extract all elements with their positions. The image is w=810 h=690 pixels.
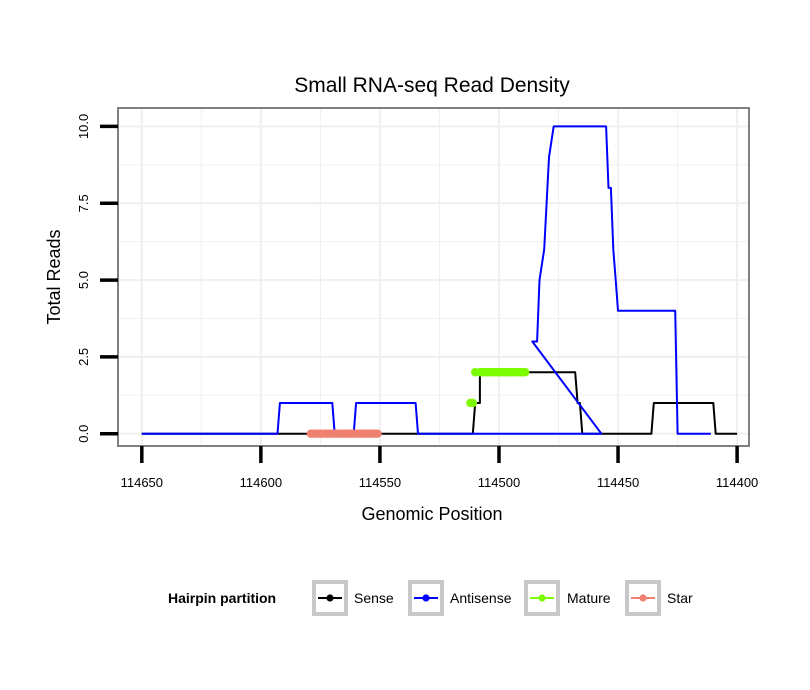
series-line-antisense (141, 125, 711, 435)
point-mature (468, 398, 477, 408)
legend-key-star: Star (625, 580, 693, 616)
chart-title: Small RNA-seq Read Density (294, 74, 570, 97)
x-axis-label: Genomic Position (361, 504, 502, 524)
legend-label: Sense (354, 590, 394, 606)
legend-label: Star (667, 590, 693, 606)
y-tick-label: 10.0 (76, 114, 91, 139)
point-mature (520, 368, 530, 377)
y-axis-label: Total Reads (44, 229, 64, 324)
y-tick-label: 0.0 (76, 425, 91, 443)
x-tick-label: 114450 (597, 475, 639, 490)
legend: Hairpin partition Sense Antisense Mature St… (168, 580, 693, 616)
y-tick-label: 2.5 (76, 348, 91, 366)
legend-swatch-point (422, 594, 430, 602)
legend-key-mature: Mature (524, 580, 611, 616)
x-tick-label: 114650 (121, 475, 163, 490)
panel-border (117, 107, 750, 447)
legend-key-sense: Sense (312, 580, 394, 616)
y-tick-label: 7.5 (76, 194, 91, 212)
point-star (373, 429, 382, 438)
legend-swatch-point (538, 594, 546, 602)
series-layer (141, 125, 738, 438)
legend-swatch-point (639, 594, 647, 602)
legend-swatch-point (326, 594, 334, 602)
x-tick-label: 114500 (478, 475, 520, 490)
x-tick-label: 114400 (716, 475, 758, 490)
x-tick-label: 114600 (240, 475, 282, 490)
x-tick-label: 114550 (359, 475, 401, 490)
axes: 114650 114600 114550 114500 114450 114400 0.0 2… (76, 114, 758, 490)
grid (118, 108, 749, 446)
legend-title: Hairpin partition (168, 590, 276, 606)
y-tick-label: 5.0 (76, 271, 91, 289)
legend-label: Antisense (450, 590, 512, 606)
legend-key-antisense: Antisense (408, 580, 512, 616)
legend-label: Mature (567, 590, 611, 606)
